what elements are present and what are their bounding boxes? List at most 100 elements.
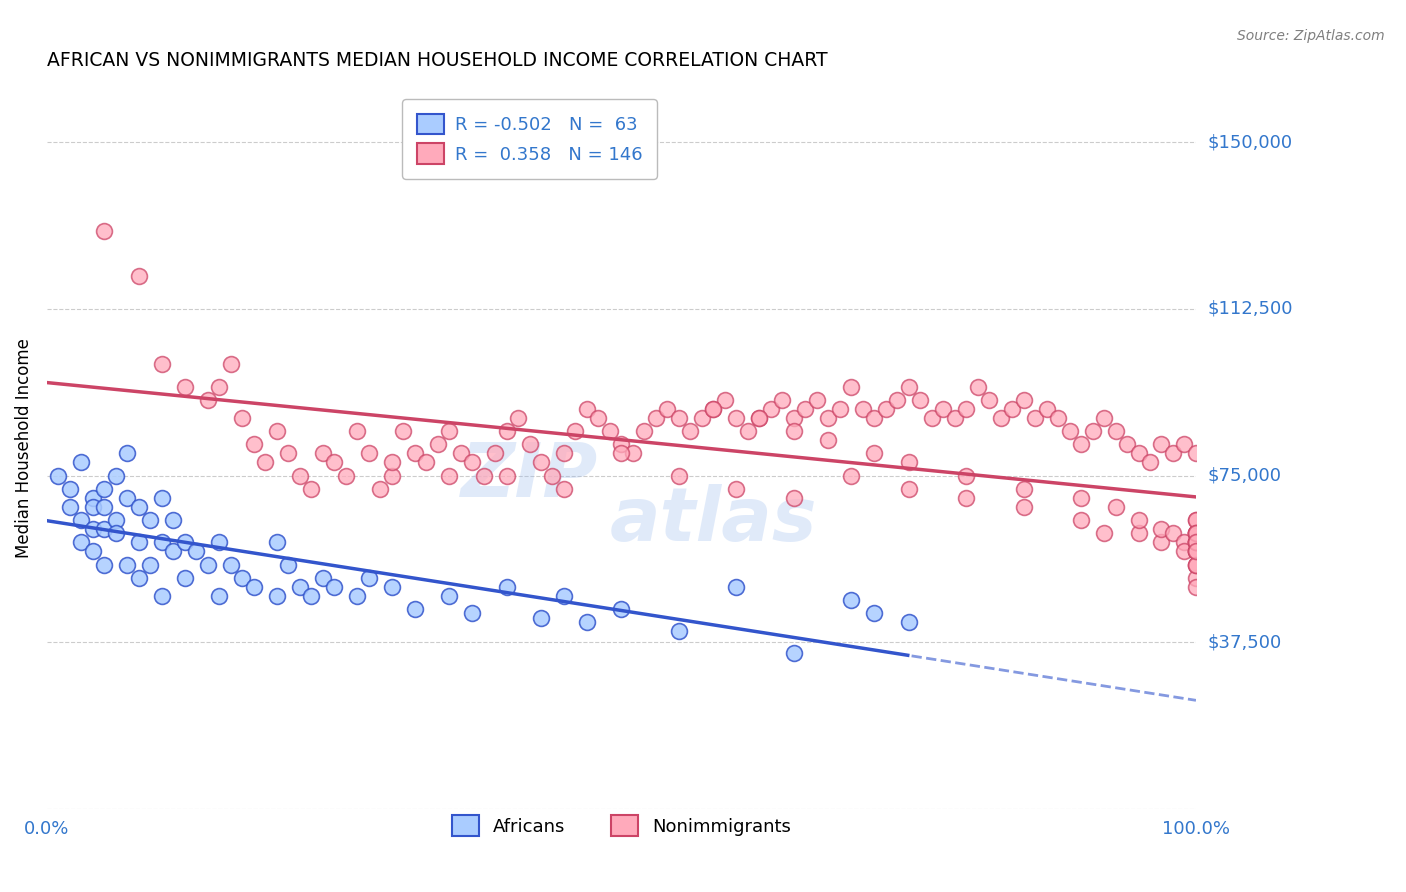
Point [219, 358, 242, 372]
Point [70, 513, 93, 527]
Point [150, 589, 173, 603]
Point [70, 455, 93, 469]
Point [863, 446, 886, 460]
Point [955, 401, 977, 416]
Point [1185, 526, 1208, 541]
Point [1116, 437, 1139, 451]
Point [117, 558, 139, 572]
Point [357, 446, 380, 460]
Point [955, 468, 977, 483]
Point [610, 602, 633, 616]
Point [104, 526, 127, 541]
Point [1012, 500, 1035, 514]
Point [943, 410, 966, 425]
Point [748, 410, 770, 425]
Point [1185, 571, 1208, 585]
Point [461, 607, 484, 621]
Point [288, 580, 311, 594]
Point [714, 392, 737, 407]
Point [288, 468, 311, 483]
Point [404, 446, 426, 460]
Text: atlas: atlas [610, 483, 817, 557]
Point [266, 424, 288, 438]
Text: $112,500: $112,500 [1208, 300, 1292, 318]
Point [599, 424, 621, 438]
Point [1139, 455, 1161, 469]
Point [450, 446, 472, 460]
Point [208, 379, 231, 393]
Point [852, 401, 875, 416]
Point [392, 424, 415, 438]
Point [104, 513, 127, 527]
Point [186, 544, 208, 558]
Point [415, 455, 437, 469]
Point [1150, 522, 1173, 536]
Point [299, 482, 322, 496]
Point [908, 392, 931, 407]
Point [966, 379, 988, 393]
Point [702, 401, 724, 416]
Point [82, 522, 104, 536]
Point [93, 558, 115, 572]
Point [266, 589, 288, 603]
Point [575, 615, 598, 630]
Point [128, 268, 150, 283]
Point [783, 410, 806, 425]
Text: AFRICAN VS NONIMMIGRANTS MEDIAN HOUSEHOLD INCOME CORRELATION CHART: AFRICAN VS NONIMMIGRANTS MEDIAN HOUSEHOL… [46, 51, 828, 70]
Point [197, 558, 219, 572]
Point [381, 468, 404, 483]
Point [817, 433, 839, 447]
Point [657, 401, 679, 416]
Point [277, 558, 299, 572]
Point [139, 513, 162, 527]
Point [759, 401, 782, 416]
Point [863, 410, 886, 425]
Point [1128, 526, 1150, 541]
Point [311, 571, 333, 585]
Point [323, 580, 346, 594]
Point [93, 482, 115, 496]
Point [323, 455, 346, 469]
Point [1185, 544, 1208, 558]
Point [979, 392, 1001, 407]
Point [1173, 437, 1195, 451]
Point [1185, 580, 1208, 594]
Point [1070, 491, 1092, 505]
Point [208, 535, 231, 549]
Point [59, 500, 82, 514]
Point [1185, 526, 1208, 541]
Point [1092, 526, 1115, 541]
Point [472, 468, 495, 483]
Point [990, 410, 1012, 425]
Point [48, 468, 70, 483]
Point [783, 647, 806, 661]
Point [231, 571, 253, 585]
Point [1001, 401, 1024, 416]
Point [541, 468, 564, 483]
Point [564, 424, 586, 438]
Point [82, 491, 104, 505]
Point [1161, 526, 1184, 541]
Point [117, 491, 139, 505]
Point [437, 424, 460, 438]
Text: $150,000: $150,000 [1208, 133, 1292, 151]
Point [139, 558, 162, 572]
Point [1185, 544, 1208, 558]
Point [495, 424, 517, 438]
Point [897, 482, 920, 496]
Point [495, 468, 517, 483]
Point [1185, 446, 1208, 460]
Point [1185, 526, 1208, 541]
Point [1128, 513, 1150, 527]
Point [897, 455, 920, 469]
Point [357, 571, 380, 585]
Point [426, 437, 449, 451]
Point [1012, 482, 1035, 496]
Point [610, 437, 633, 451]
Point [461, 455, 484, 469]
Point [1185, 526, 1208, 541]
Point [645, 410, 668, 425]
Point [1104, 424, 1126, 438]
Point [1185, 535, 1208, 549]
Point [1150, 437, 1173, 451]
